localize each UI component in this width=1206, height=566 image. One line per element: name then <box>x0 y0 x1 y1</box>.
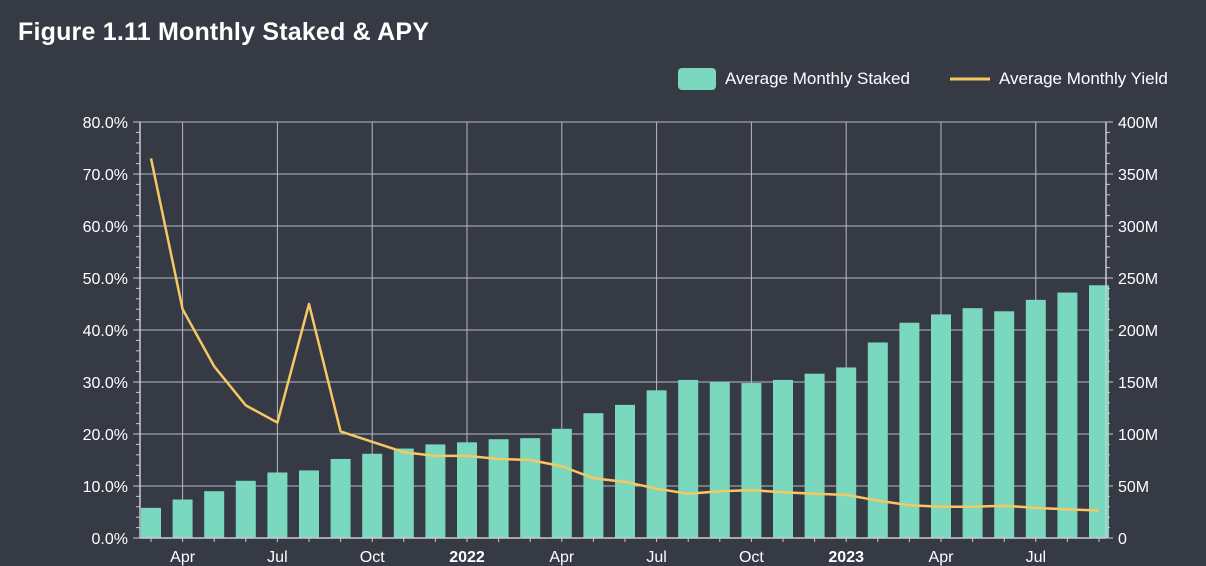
chart-title: Figure 1.11 Monthly Staked & APY <box>18 18 430 46</box>
bar <box>994 311 1015 538</box>
bar <box>299 470 319 538</box>
yield-line <box>149 158 1100 512</box>
left-tick-label: 10.0% <box>83 479 128 496</box>
left-tick-label: 30.0% <box>83 375 128 392</box>
x-tick-label: 2022 <box>449 549 485 566</box>
bar <box>773 379 793 538</box>
bar <box>1089 285 1109 538</box>
left-tick-label: 80.0% <box>83 115 128 132</box>
right-tick-label: 150M <box>1118 375 1158 392</box>
legend-swatch-staked <box>678 68 716 90</box>
axes <box>133 121 1113 542</box>
bar <box>1057 292 1078 538</box>
bar <box>836 367 857 538</box>
bar <box>615 404 635 538</box>
bar <box>899 322 920 538</box>
left-tick-label: 20.0% <box>83 427 128 444</box>
bar <box>709 382 730 538</box>
x-tick-label: Jul <box>1026 549 1046 566</box>
legend-label-yield: Average Monthly Yield <box>999 69 1168 88</box>
bar <box>362 453 383 538</box>
left-tick-label: 40.0% <box>83 323 128 340</box>
right-tick-label: 100M <box>1118 427 1158 444</box>
x-tick-label: 2023 <box>828 549 864 566</box>
bar <box>393 448 414 538</box>
x-tick-label: Jul <box>267 549 287 566</box>
legend-label-staked: Average Monthly Staked <box>725 69 910 88</box>
bar <box>520 438 541 538</box>
x-tick-label: Apr <box>929 549 955 566</box>
bar <box>172 499 193 538</box>
bar <box>867 342 888 538</box>
bar <box>488 439 509 538</box>
bar <box>931 314 951 538</box>
legend: Average Monthly Staked Average Monthly Yi… <box>678 68 1168 90</box>
right-tick-label: 0 <box>1118 531 1127 548</box>
left-tick-label: 0.0% <box>92 531 128 548</box>
bar <box>678 379 699 538</box>
bar <box>267 472 288 538</box>
bar-series <box>141 285 1109 538</box>
left-tick-label: 50.0% <box>83 271 128 288</box>
right-tick-label: 250M <box>1118 271 1158 288</box>
bar <box>457 442 477 538</box>
right-tick-label: 350M <box>1118 167 1158 184</box>
bar <box>204 491 225 538</box>
right-tick-label: 50M <box>1118 479 1149 496</box>
bar <box>330 458 351 538</box>
bar <box>646 390 667 538</box>
bar <box>551 428 572 538</box>
right-tick-label: 300M <box>1118 219 1158 236</box>
x-tick-label: Apr <box>170 549 196 566</box>
bar <box>583 413 604 538</box>
bar <box>235 480 256 538</box>
bar <box>425 444 446 538</box>
right-tick-label: 400M <box>1118 115 1158 132</box>
left-tick-label: 60.0% <box>83 219 128 236</box>
x-tick-label: Apr <box>549 549 575 566</box>
bar <box>804 373 825 538</box>
left-tick-label: 70.0% <box>83 167 128 184</box>
x-tick-label: Oct <box>360 549 385 566</box>
x-tick-label: Jul <box>646 549 666 566</box>
bar <box>741 383 762 538</box>
bar <box>962 308 983 538</box>
bar <box>141 507 161 538</box>
x-tick-label: Oct <box>739 549 764 566</box>
right-tick-label: 200M <box>1118 323 1158 340</box>
bar <box>1025 299 1046 538</box>
